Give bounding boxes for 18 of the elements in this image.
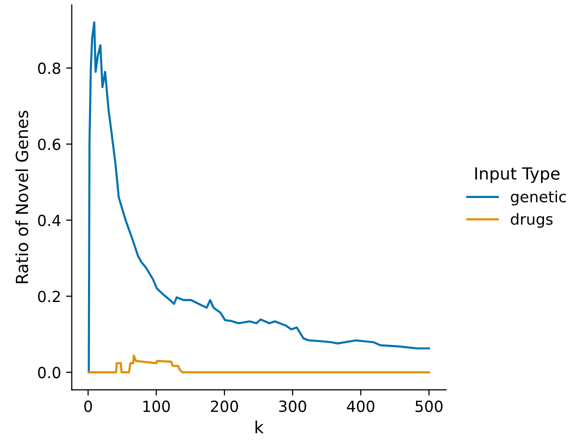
line-series [88, 354, 430, 374]
legend-label: genetic [510, 190, 566, 206]
y-tick-label: 0.4 [38, 214, 60, 226]
legend-title: Input Type [475, 167, 560, 183]
x-tick-label: 200 [210, 400, 238, 412]
x-tick-label: 0 [84, 400, 92, 412]
y-tick-label: 0.0 [38, 366, 60, 378]
x-tick-label: 500 [416, 400, 443, 412]
y-axis-title: Ratio of Novel Genes [15, 110, 28, 284]
legend-label: drugs [510, 213, 553, 228]
y-tick-label: 0.6 [38, 138, 60, 150]
x-axis-title: k [256, 420, 264, 434]
y-tick-label: 0.8 [38, 62, 60, 74]
x-tick-label: 300 [279, 400, 306, 412]
x-tick-label: 400 [346, 400, 374, 412]
y-tick-label: 0.2 [38, 290, 60, 302]
line-series [88, 21, 430, 374]
x-tick-label: 100 [143, 400, 170, 412]
